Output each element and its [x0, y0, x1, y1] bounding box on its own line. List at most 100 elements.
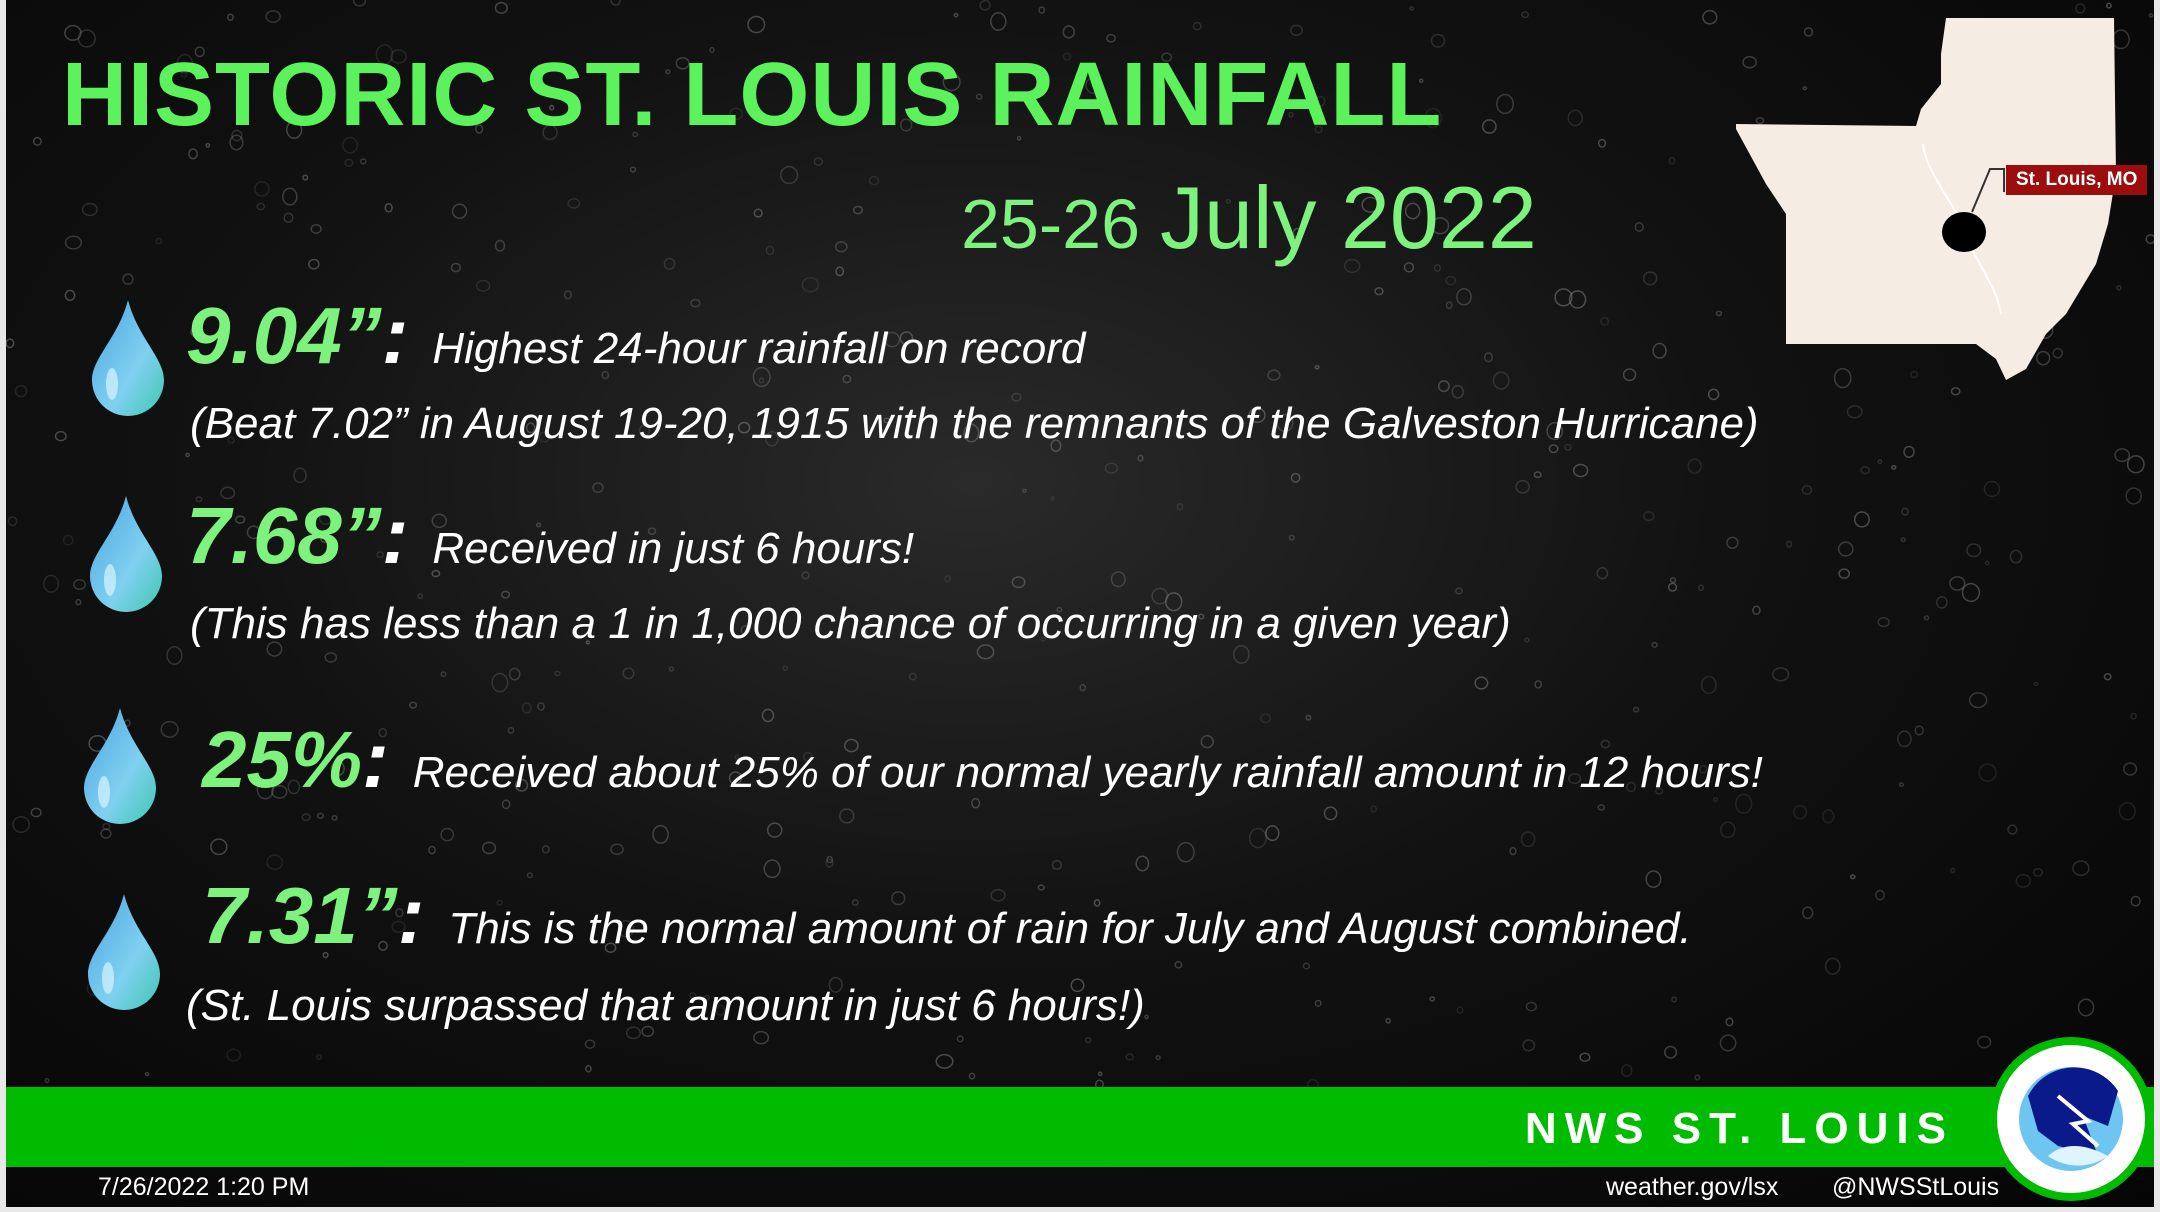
- raindrop-speck: [342, 136, 359, 154]
- raindrop-speck: [1597, 138, 1607, 148]
- raindrop-speck: [1579, 1052, 1591, 1063]
- raindrop-speck: [375, 44, 394, 65]
- raindrop-speck: [899, 331, 914, 346]
- raindrop-speck: [1265, 825, 1280, 842]
- raindrop-speck: [1104, 462, 1119, 474]
- map-label-st-louis: St. Louis, MO: [2006, 165, 2148, 195]
- raindrop-speck: [1977, 1035, 1992, 1049]
- raindrop-speck: [891, 891, 906, 906]
- raindrop-speck: [1900, 537, 1906, 543]
- raindrop-speck: [563, 290, 572, 300]
- raindrop-speck: [1343, 258, 1361, 273]
- raindrop-speck: [1225, 198, 1232, 204]
- raindrop-speck: [229, 134, 244, 151]
- raindrop-speck: [1699, 765, 1708, 774]
- raindrop-speck: [684, 427, 691, 433]
- raindrop-speck: [990, 12, 1007, 31]
- raindrop-speck: [378, 727, 388, 738]
- raindrop-speck: [1259, 713, 1272, 724]
- raindrop-speck: [535, 522, 542, 528]
- raindrop-speck: [1752, 605, 1761, 616]
- raindrop-speck: [160, 720, 179, 738]
- raindrop-speck: [1056, 606, 1063, 613]
- raindrop-speck: [301, 813, 311, 822]
- raindrop-speck: [737, 421, 751, 434]
- raindrop-speck: [979, 0, 991, 11]
- raindrop-speck: [1961, 582, 1981, 603]
- raindrop-speck: [1097, 1071, 1103, 1077]
- raindrop-speck: [758, 377, 765, 384]
- raindrop-speck: [176, 53, 194, 74]
- raindrop-speck: [526, 872, 534, 879]
- raindrop-speck: [246, 525, 261, 540]
- raindrop-speck: [1455, 587, 1463, 595]
- fact-note: (This has less than a 1 in 1,000 chance …: [190, 599, 1511, 648]
- raindrop-speck: [747, 15, 766, 34]
- raindrop-speck: [1803, 27, 1814, 37]
- date-days: 25-26: [961, 185, 1141, 263]
- raindrop-speck: [1290, 472, 1301, 483]
- website-link[interactable]: weather.gov/lsx: [1606, 1173, 1779, 1201]
- raindrop-speck: [254, 181, 270, 197]
- raindrop-speck: [1534, 680, 1543, 689]
- raindrop-speck: [988, 1005, 994, 1011]
- raindrop-speck: [256, 202, 266, 211]
- raindrop-speck: [604, 942, 617, 954]
- raindrop-speck: [316, 1053, 322, 1061]
- raindrop-speck: [1668, 156, 1676, 165]
- raindrop-speck: [190, 326, 201, 338]
- raindrop-speck: [753, 208, 763, 218]
- raindrop-speck: [32, 136, 42, 146]
- raindrop-speck: [30, 807, 42, 818]
- raindrop-speck: [220, 486, 236, 500]
- raindrop-speck: [1715, 310, 1723, 317]
- twitter-handle[interactable]: @NWSStLouis: [1832, 1173, 2000, 1201]
- raindrop-speck: [188, 148, 198, 160]
- raindrop-speck: [2145, 234, 2154, 245]
- raindrop-speck: [963, 423, 980, 443]
- missouri-illinois-map: [1736, 18, 2116, 380]
- raindrop-speck: [7, 516, 18, 527]
- raindrop-speck: [1198, 613, 1205, 620]
- raindrop-speck: [475, 279, 491, 292]
- raindrop-speck: [766, 822, 783, 838]
- raindrop-speck: [1968, 692, 1988, 709]
- raindrop-speck: [283, 212, 294, 223]
- raindrop-speck: [663, 257, 676, 270]
- slide: HISTORIC ST. LOUIS RAINFALL 25-26 July 20…: [6, 0, 2154, 1207]
- raindrop-speck: [1011, 576, 1026, 589]
- raindrop-speck: [1822, 809, 1835, 824]
- raindrop-speck: [376, 551, 385, 559]
- raindrop-speck: [1846, 405, 1863, 419]
- raindrop-speck: [1483, 352, 1493, 363]
- raindrop-speck: [1110, 571, 1126, 588]
- raindrop-speck: [1726, 536, 1739, 549]
- raindrop-speck: [1655, 787, 1664, 795]
- raindrop-speck: [475, 124, 484, 134]
- fact-row: 25%: Received about 25% of our normal ye…: [202, 712, 1763, 808]
- raindrop-speck: [185, 452, 190, 458]
- raindrop-speck: [2126, 455, 2145, 474]
- raindrop-speck: [210, 838, 228, 856]
- raindrop-speck: [610, 843, 624, 856]
- raindrop-speck: [1456, 1006, 1464, 1015]
- raindrop-speck: [1897, 730, 1912, 748]
- raindrop-speck: [1910, 370, 1919, 379]
- raindrop-speck: [72, 579, 87, 591]
- raindrop-speck: [1984, 560, 1990, 566]
- raindrop-speck: [1950, 867, 1956, 874]
- raindrop-speck: [1125, 1053, 1134, 1061]
- raindrop-speck: [1302, 962, 1311, 970]
- raindrop-speck: [2125, 487, 2143, 505]
- raindrop-speck: [675, 56, 690, 70]
- raindrop-speck: [828, 976, 843, 993]
- raindrop-speck: [1785, 540, 1793, 548]
- raindrop-speck: [1437, 380, 1450, 393]
- raindrop-speck: [842, 374, 852, 384]
- raindrop-speck: [1106, 33, 1116, 43]
- raindrop-speck: [1423, 107, 1443, 129]
- raindrop-speck: [2036, 350, 2051, 366]
- raindrop-speck: [1314, 95, 1326, 107]
- raindrop-speck: [1123, 239, 1130, 247]
- raindrop-speck: [1548, 444, 1559, 454]
